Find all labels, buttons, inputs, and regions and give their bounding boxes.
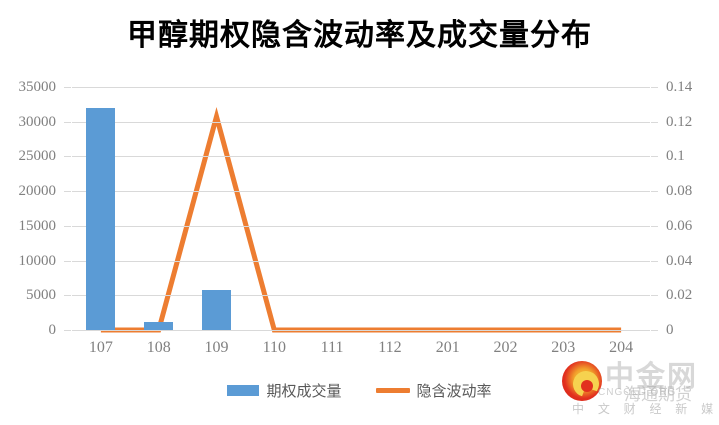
x-axis-tick-label-203: 203 [551,339,576,356]
tick-mark-right [651,260,658,262]
gridline [72,191,650,193]
legend-label: 隐含波动率 [416,382,492,400]
y-axis-left-tick-label: 0 [48,322,57,338]
tick-mark-left [64,260,71,262]
tick-mark-right [651,225,658,227]
x-axis-tick-label-201: 201 [435,339,460,356]
chart-legend: 期权成交量 隐含波动率 [0,380,719,401]
tick-mark-right [651,87,658,88]
bar-109 [202,289,231,330]
legend-item-2[interactable]: 隐含波动率 [375,380,492,401]
x-axis-tick-label-110: 110 [262,339,286,356]
y-axis-left-tick-label: 10000 [18,252,57,269]
y-axis-left-tick-label: 20000 [18,183,57,200]
tick-mark-left [64,225,71,227]
bar-108 [144,322,174,330]
gridline [72,295,650,297]
x-axis-tick-label-202: 202 [493,339,518,356]
y-axis-right-tick-label: 0.06 [666,217,693,234]
chart-title: 甲醇期权隐含波动率及成交量分布 [127,18,592,53]
y-axis-left: 35000 30000 25000 20000 15000 10000 5000 0 [0,80,57,338]
x-axis-tick-label-109: 109 [204,339,229,356]
gridline [72,87,650,88]
tick-mark-left [64,121,71,123]
legend-item-1[interactable]: 期权成交量 [227,380,342,401]
y-axis-right: 0.14 0.12 0.1 0.08 0.06 0.04 0.02 0 [666,80,719,338]
gridline [72,330,650,331]
watermark-tagline: 中 文 财 经 新 媒 体 [572,402,719,416]
tick-mark-right [651,121,658,123]
y-axis-left-tick-label: 25000 [18,148,57,165]
y-axis-right-tick-label: 0.02 [666,287,693,304]
tick-mark-right [651,191,658,193]
gridline [72,121,650,123]
y-axis-right-tick-label: 0.04 [666,252,693,269]
tick-mark-left [64,330,71,331]
y-axis-left-tick-label: 5000 [26,287,56,304]
tick-mark-left [64,191,71,193]
tick-mark-right [651,156,658,158]
y-axis-right-tick-label: 0 [666,322,674,338]
x-axis-tick-label-112: 112 [378,339,402,356]
y-axis-left-tick-label: 30000 [18,113,57,130]
y-axis-right-tick-label: 0.08 [666,183,693,200]
y-axis-right-tick-label: 0.14 [666,79,693,95]
plot-area [64,87,658,333]
gridline [72,260,650,262]
tick-mark-left [64,87,71,88]
x-axis-tick-label-107: 107 [88,339,113,356]
y-axis-right-tick-label: 0.12 [666,113,693,130]
tick-mark-left [64,156,71,158]
gridline [72,156,650,158]
x-axis-tick-label-204: 204 [609,339,634,356]
gridline [72,225,650,227]
legend-line-swatch-icon [375,388,410,393]
tick-mark-left [64,295,71,297]
y-axis-left-tick-label: 15000 [18,217,57,234]
legend-bar-swatch-icon [227,385,260,396]
bar-107 [86,107,116,330]
x-axis-tick-label-108: 108 [146,339,171,356]
y-axis-right-tick-label: 0.1 [666,148,685,165]
legend-label: 期权成交量 [266,382,342,400]
tick-mark-right [651,330,658,331]
x-axis-tick-label-111: 111 [320,339,344,356]
y-axis-left-tick-label: 35000 [18,79,57,95]
series-line-implied-volatility [100,106,622,333]
tick-mark-right [651,295,658,297]
x-axis: 107 108 109 110 111 112 201 202 203 204 [72,338,650,362]
